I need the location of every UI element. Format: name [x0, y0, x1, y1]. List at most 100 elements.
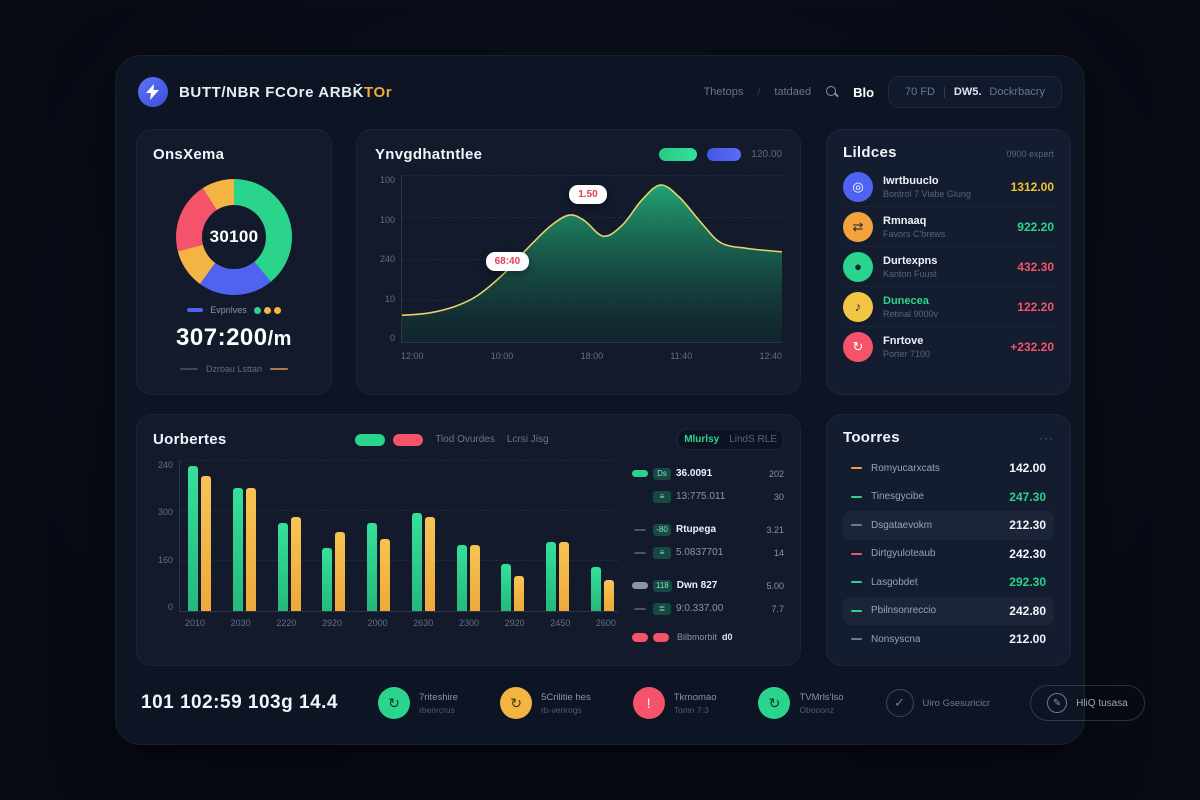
legend-pill-red[interactable] — [393, 433, 424, 446]
footer-check-item[interactable]: ✓ Uiro Gsesuricicr — [885, 689, 990, 717]
nav-link-2[interactable]: tatdaed — [774, 86, 812, 98]
table-row[interactable]: ≣ 9:0.337.00 7.7 — [632, 597, 784, 620]
status-line1: 7riteshire — [419, 691, 459, 703]
row-dash — [851, 467, 862, 470]
row-dash — [851, 524, 862, 527]
bar-card-title: Uorbertes — [153, 431, 227, 448]
row-value: 292.30 — [1009, 575, 1046, 590]
table-footer-label: Bilbmorbit — [677, 632, 718, 642]
row-label: 5.0837701 — [676, 547, 724, 558]
header: BUTT/NBR FCOre ARBǨTOr Thetops / tatdaed… — [138, 70, 1062, 114]
bar-group — [501, 460, 525, 611]
status-line2: rbenrcrus — [419, 704, 455, 715]
asset-value: 122.20 — [1017, 299, 1054, 314]
donut-legend-label: Evpnlves — [210, 305, 247, 315]
list-item[interactable]: ↻ Fnrtove Porter 7100 +232.20 — [843, 327, 1054, 367]
nav-separator: / — [757, 86, 761, 98]
row-name: Dsgataevokm — [871, 519, 933, 531]
legend-value: 120.00 — [751, 149, 782, 160]
list-item[interactable]: ♪ Dunecea Retinal 9000v 122.20 — [843, 287, 1054, 327]
account-pill-id: DW5. — [953, 86, 982, 98]
bar-legend-label-2: Lcrsi Jisg — [506, 434, 549, 445]
edit-button[interactable]: ✎ HliQ tusasa — [1030, 685, 1145, 721]
bar-group — [188, 460, 211, 611]
footer-status-item[interactable]: ! Tkrnomao Tomn 7:3 — [632, 687, 716, 719]
list-item[interactable]: Tinesgycibe 247.30 — [843, 483, 1054, 512]
table-footer-legend: Bilbmorbit d0 — [632, 632, 784, 642]
asset-name: Dunecea — [883, 294, 929, 307]
row-value: 5.00 — [766, 580, 784, 591]
row-dash — [851, 495, 862, 498]
legend-pill-green[interactable] — [355, 433, 386, 446]
table-row[interactable]: -80 Rtupega 3.21 — [632, 518, 784, 541]
table-row[interactable]: Ds 36.0091 202 — [632, 462, 784, 485]
row-label: 13:775.011 — [676, 491, 726, 502]
footer-status-item[interactable]: ↻ 5Crilitie hes rb-verirogs — [500, 687, 591, 719]
area-card-title: Ynvgdhatntlee — [375, 146, 483, 163]
list-item[interactable]: Pbilnsonreccio 242.80 — [843, 597, 1054, 626]
asset-value: +232.20 — [1010, 340, 1054, 354]
toggle-option-inactive[interactable]: LindS RLE — [729, 434, 778, 445]
app-title-accent: TOr — [364, 83, 393, 101]
list-item[interactable]: ◎ Iwrtbuuclo Bontrol 7 Viabe Giung 1312.0… — [843, 167, 1054, 207]
status-line2: rb-verirogs — [541, 704, 582, 715]
main-panel: BUTT/NBR FCOre ARBǨTOr Thetops / tatdaed… — [115, 55, 1145, 745]
row-name: Lasgobdet — [871, 576, 918, 588]
list-item[interactable]: Romyucarxcats 142.00 — [843, 454, 1054, 483]
row-dash — [634, 528, 646, 531]
nav-link-1[interactable]: Thetops — [703, 86, 744, 98]
donut-center-value: 30100 — [209, 227, 259, 246]
status-line1: 5Crilitie hes — [541, 691, 591, 703]
toggle-option-active[interactable]: Mlurlsy — [684, 434, 720, 445]
table-row[interactable]: 118 Dwn 827 5.00 — [632, 574, 784, 597]
list-item[interactable]: ⇄ Rmnaaq Favors C'brews 922.20 — [843, 207, 1054, 247]
bar-legend-label-1: Tiod Ovurdes — [435, 434, 495, 445]
legend-pill-green[interactable] — [659, 148, 698, 161]
asset-value: 432.30 — [1017, 259, 1054, 274]
asset-name: Durtexpns — [883, 254, 938, 267]
app-title-main: BUTT/NBR FCOre ARBǨ — [179, 83, 365, 101]
asset-value: 922.20 — [1017, 219, 1054, 234]
refresh-icon: ↻ — [758, 687, 791, 719]
overflow-menu-icon[interactable]: ··· — [1039, 430, 1054, 445]
account-pill-button[interactable]: 70 FD | DW5. Dockrbacry — [888, 76, 1062, 108]
footer-stat: 101 102:59 103g 14.4 — [141, 692, 338, 713]
bar-group — [590, 460, 614, 611]
donut-legend: Evpnlves — [153, 305, 315, 315]
area-chart-x-axis: 12:00 10:00 18:00 11:40 12:40 — [401, 351, 782, 361]
area-chart-y-axis: 100 100 240 10 0 — [379, 175, 395, 343]
row-name: Nonsyscna — [871, 633, 921, 645]
row-dash — [634, 551, 646, 554]
list-item[interactable]: Dirtgyuloteaub 242.30 — [843, 540, 1054, 569]
list-item[interactable]: Lasgobdet 292.30 — [843, 568, 1054, 597]
totals-card: Toorres ··· Romyucarxcats 142.00 Tinesgy… — [826, 414, 1071, 666]
list-item[interactable]: Dsgataevokm 212.30 — [843, 511, 1054, 540]
table-row[interactable]: ≡ 5.0837701 14 — [632, 541, 784, 564]
table-row[interactable]: ≡ 13:775.011 30 — [632, 485, 784, 508]
footer-status-item[interactable]: ↻ TVMrls'lso Obooonz — [758, 687, 844, 719]
list-item[interactable]: Nonsyscna 212.00 — [843, 625, 1054, 654]
area-chart-plot: 68:40 1.50 — [401, 175, 782, 343]
search-icon[interactable] — [825, 85, 839, 99]
alert-icon: ! — [632, 687, 665, 719]
row-value: 7.7 — [771, 603, 784, 614]
list-item[interactable]: ● Durtexpns Kanton Fuust 432.30 — [843, 247, 1054, 287]
positions-card-title: Lildces — [843, 144, 897, 161]
area-chart-card: Ynvgdhatntlee 120.00 100 100 240 10 0 — [356, 129, 801, 395]
rate-number: 307:200 — [176, 324, 268, 351]
row-dash — [851, 581, 862, 584]
check-circle-icon: ✓ — [885, 689, 914, 717]
row-dash — [851, 638, 862, 641]
legend-pill-blue[interactable] — [707, 148, 742, 161]
bar-group — [367, 460, 391, 611]
row-badge: ≡ — [653, 546, 671, 559]
row-badge: 118 — [653, 579, 672, 592]
footer-status-item[interactable]: ↻ 7riteshire rbenrcrus — [378, 687, 458, 719]
row-badge: Ds — [653, 467, 671, 480]
bar-chart-card: Uorbertes Tiod Ovurdes Lcrsi Jisg Mlurls… — [136, 414, 801, 666]
bar-group — [456, 460, 480, 611]
refresh-icon: ↻ — [378, 687, 410, 719]
footer: 101 102:59 103g 14.4 ↻ 7riteshire rbenrcr… — [141, 680, 1145, 726]
rate-value: 307:200/m — [153, 324, 315, 352]
row-badge: ≡ — [653, 490, 671, 503]
